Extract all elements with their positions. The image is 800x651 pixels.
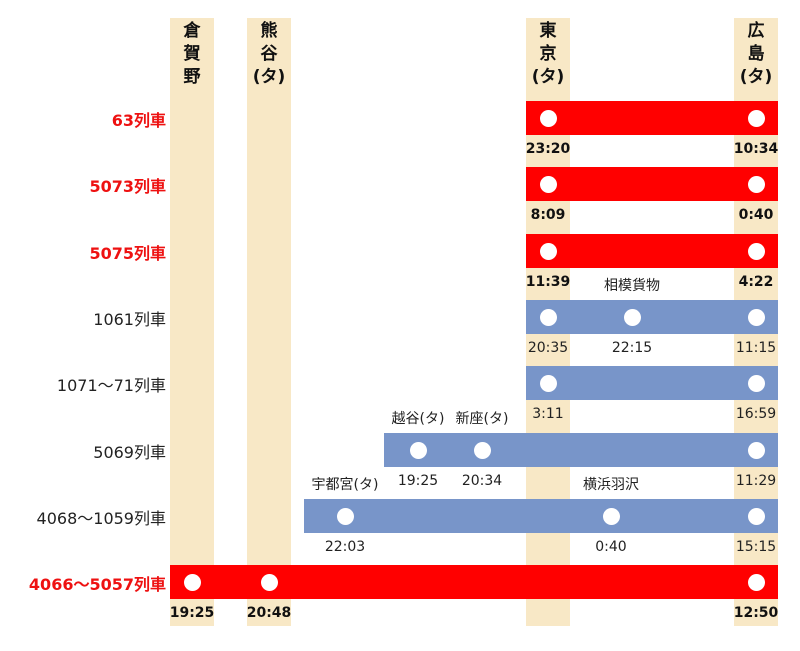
train-route-bar: [526, 101, 778, 135]
train-label: 1061列車: [93, 310, 166, 329]
station-name-kuragano: 倉 賀 野: [183, 21, 201, 87]
stop-dot: [336, 507, 354, 525]
stop-time: 3:11: [532, 406, 564, 422]
train-label: 5069列車: [93, 443, 166, 462]
train-label: 4068～1059列車: [36, 509, 166, 528]
train-route-bar: [526, 234, 778, 268]
stop-time: 11:29: [735, 473, 777, 489]
stop-dot: [747, 374, 765, 392]
stop-dot: [183, 573, 201, 591]
stop-time: 4:22: [738, 274, 774, 290]
train-route-bar: [526, 300, 778, 334]
stop-dot: [747, 175, 765, 193]
station-column-kumagaya: [247, 18, 291, 626]
stop-time: 12:50: [733, 605, 779, 621]
stop-time: 11:39: [525, 274, 571, 290]
train-label: 63列車: [111, 111, 166, 130]
train-route-bar: [526, 167, 778, 201]
stop-time: 19:25: [169, 605, 215, 621]
stop-time: 8:09: [530, 207, 566, 223]
stop-time: 0:40: [738, 207, 774, 223]
train-label: 1071～71列車: [56, 376, 166, 395]
stop-time: 20:34: [461, 473, 503, 489]
stop-time: 15:15: [735, 539, 777, 555]
stop-dot: [747, 109, 765, 127]
stop-dot: [623, 308, 641, 326]
stop-time: 20:35: [527, 340, 569, 356]
stop-dot: [539, 308, 557, 326]
stop-station-name: 宇都宮(タ): [311, 477, 379, 493]
stop-dot: [539, 374, 557, 392]
stop-dot: [747, 308, 765, 326]
station-name-hiroshima: 広 島 (タ): [739, 21, 773, 87]
stop-dot: [747, 507, 765, 525]
station-name-tokyo: 東 京 (タ): [531, 21, 565, 87]
station-name-kumagaya: 熊 谷 (タ): [252, 21, 286, 87]
train-label: 5073列車: [89, 177, 166, 196]
stop-dot: [602, 507, 620, 525]
train-route-bar: [526, 366, 778, 400]
stop-dot: [539, 242, 557, 260]
train-route-bar: [304, 499, 778, 533]
stop-dot: [260, 573, 278, 591]
stop-time: 0:40: [595, 539, 627, 555]
stop-dot: [409, 441, 427, 459]
stop-dot: [747, 573, 765, 591]
stop-time: 22:03: [324, 539, 366, 555]
stop-time: 19:25: [397, 473, 439, 489]
stop-station-name: 横浜羽沢: [583, 477, 639, 493]
train-label: 5075列車: [89, 244, 166, 263]
stop-time: 11:15: [735, 340, 777, 356]
stop-dot: [473, 441, 491, 459]
stop-time: 23:20: [525, 141, 571, 157]
stop-dot: [747, 242, 765, 260]
stop-time: 10:34: [733, 141, 779, 157]
stop-station-name: 越谷(タ): [391, 411, 445, 427]
stop-dot: [747, 441, 765, 459]
stop-station-name: 新座(タ): [455, 411, 509, 427]
stop-time: 20:48: [246, 605, 292, 621]
stop-time: 22:15: [611, 340, 653, 356]
station-column-kuragano: [170, 18, 214, 626]
stop-dot: [539, 175, 557, 193]
train-label: 4066～5057列車: [28, 575, 166, 594]
stop-dot: [539, 109, 557, 127]
train-route-bar: [384, 433, 778, 467]
stop-station-name: 相模貨物: [604, 278, 660, 294]
stop-time: 16:59: [735, 406, 777, 422]
